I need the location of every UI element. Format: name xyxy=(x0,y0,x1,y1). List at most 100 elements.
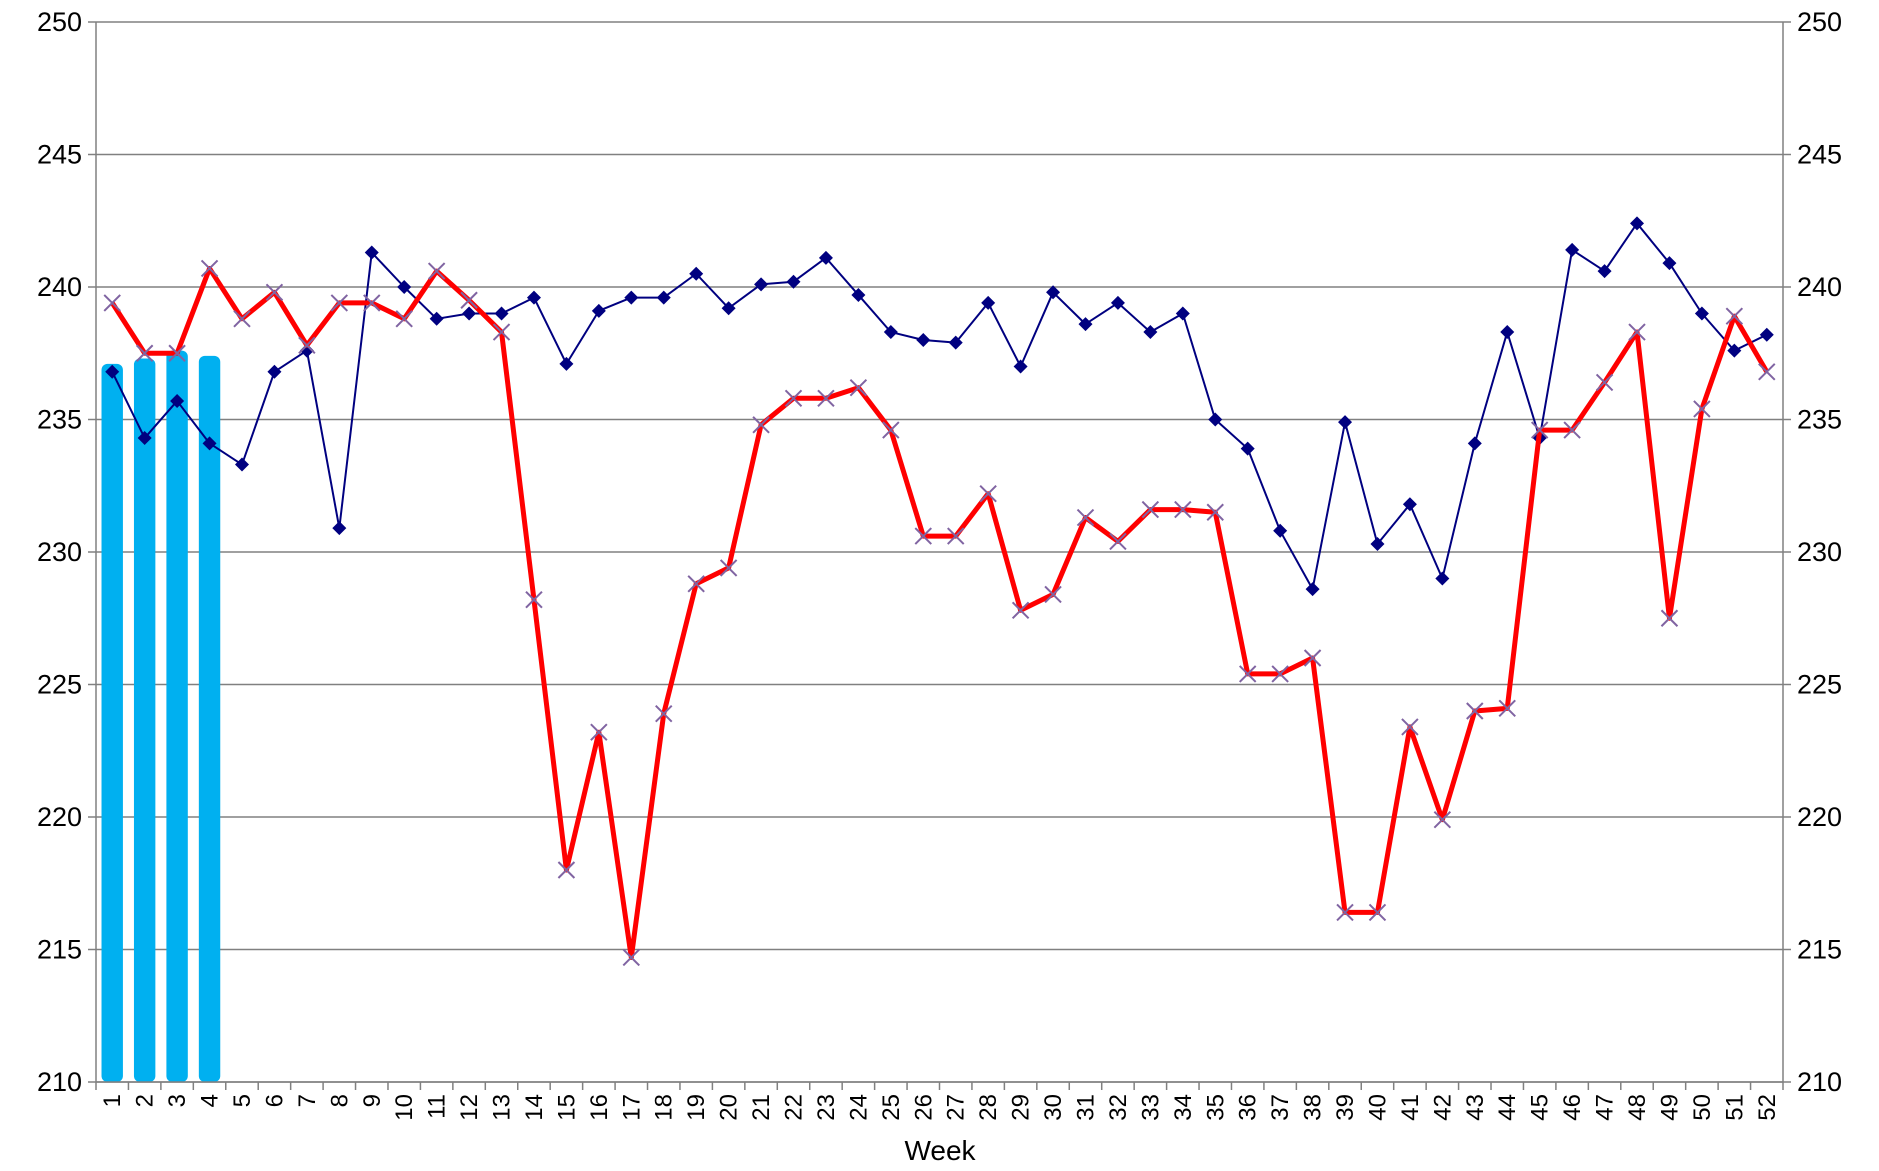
marker xyxy=(1044,585,1062,604)
marker xyxy=(559,356,574,371)
x-tick-label: 28 xyxy=(975,1094,1002,1121)
marker xyxy=(1011,601,1030,620)
marker xyxy=(689,266,704,281)
y-tick-label: 230 xyxy=(37,537,82,567)
x-tick-label: 11 xyxy=(424,1094,451,1119)
marker xyxy=(656,290,671,305)
x-tick-label: 23 xyxy=(813,1094,840,1121)
marker xyxy=(1530,421,1549,439)
x-tick-label: 38 xyxy=(1300,1094,1327,1121)
marker xyxy=(1498,699,1516,718)
x-tick-label: 19 xyxy=(683,1094,710,1121)
y2-tick-label: 220 xyxy=(1797,802,1842,832)
x-tick-label: 16 xyxy=(586,1094,613,1121)
x-tick-label: 24 xyxy=(845,1094,872,1121)
marker xyxy=(1401,718,1419,736)
y2-tick-label: 235 xyxy=(1797,405,1842,435)
x-axis-title: Week xyxy=(904,1135,976,1166)
marker xyxy=(849,378,868,397)
x-tick-label: 25 xyxy=(878,1094,905,1121)
y2-tick-label: 230 xyxy=(1797,537,1842,567)
bar xyxy=(198,355,221,1082)
marker xyxy=(1759,327,1774,342)
marker xyxy=(1402,497,1417,512)
marker xyxy=(1628,323,1646,341)
marker xyxy=(882,421,900,439)
marker xyxy=(1694,306,1709,321)
marker xyxy=(1565,242,1580,257)
x-tick-label: 6 xyxy=(261,1094,288,1107)
marker xyxy=(721,301,736,316)
x-tick-label: 47 xyxy=(1592,1094,1619,1121)
marker xyxy=(754,277,769,292)
line xyxy=(110,265,1769,960)
marker xyxy=(1013,359,1028,374)
marker xyxy=(557,861,576,879)
marker xyxy=(1693,400,1711,418)
x-tick-label: 44 xyxy=(1494,1094,1521,1121)
marker xyxy=(1174,500,1192,519)
marker xyxy=(1141,500,1160,519)
x-tick-label: 8 xyxy=(326,1094,353,1107)
x-tick-label: 14 xyxy=(521,1094,548,1121)
marker xyxy=(1466,702,1484,720)
marker xyxy=(818,250,833,265)
y-tick-label: 250 xyxy=(37,7,82,37)
marker xyxy=(784,389,803,408)
marker xyxy=(397,280,412,294)
marker xyxy=(1273,523,1288,538)
marker xyxy=(1662,256,1677,271)
x-tick-label: 21 xyxy=(748,1094,775,1121)
marker xyxy=(332,521,347,536)
y-tick-label: 225 xyxy=(37,670,82,700)
x-tick-label: 30 xyxy=(1040,1094,1067,1121)
marker xyxy=(851,287,866,302)
x-tick-label: 40 xyxy=(1364,1094,1391,1121)
y2-tick-label: 215 xyxy=(1797,935,1842,965)
x-tick-label: 18 xyxy=(651,1094,678,1121)
x-tick-label: 13 xyxy=(489,1094,516,1121)
marker xyxy=(267,364,282,379)
marker xyxy=(105,364,120,379)
x-tick-label: 41 xyxy=(1397,1094,1424,1121)
marker xyxy=(168,344,186,362)
marker xyxy=(1660,609,1679,627)
marker xyxy=(1435,571,1450,586)
x-tick-label: 27 xyxy=(943,1094,970,1121)
marker xyxy=(460,291,478,309)
marker xyxy=(590,723,608,741)
marker xyxy=(103,294,121,312)
y2-tick-label: 225 xyxy=(1797,670,1842,700)
x-tick-label: 37 xyxy=(1267,1094,1294,1121)
x-tick-label: 48 xyxy=(1624,1094,1651,1121)
marker xyxy=(200,259,219,278)
x-tick-label: 52 xyxy=(1754,1094,1781,1121)
marker xyxy=(364,245,379,260)
marker xyxy=(299,343,314,358)
x-tick-label: 49 xyxy=(1656,1094,1683,1121)
marker xyxy=(526,290,541,305)
x-tick-label: 42 xyxy=(1429,1094,1456,1121)
marker xyxy=(427,262,446,280)
marker xyxy=(1467,436,1482,451)
y2-tick-label: 210 xyxy=(1797,1067,1842,1097)
marker xyxy=(1046,285,1061,300)
x-tick-label: 22 xyxy=(781,1094,808,1121)
marker xyxy=(1595,373,1614,392)
x-tick-label: 26 xyxy=(910,1094,937,1121)
marker xyxy=(1206,503,1224,521)
x-tick-label: 46 xyxy=(1559,1094,1586,1121)
marker xyxy=(395,310,413,328)
bar xyxy=(101,363,123,1083)
marker xyxy=(233,310,251,328)
marker xyxy=(655,704,673,723)
marker xyxy=(591,303,606,318)
marker xyxy=(330,294,349,312)
x-tick-label: 5 xyxy=(229,1094,256,1107)
x-tick-label: 32 xyxy=(1105,1094,1132,1121)
marker xyxy=(1758,363,1776,381)
x-tick-label: 31 xyxy=(1072,1094,1099,1121)
marker xyxy=(1238,665,1257,683)
